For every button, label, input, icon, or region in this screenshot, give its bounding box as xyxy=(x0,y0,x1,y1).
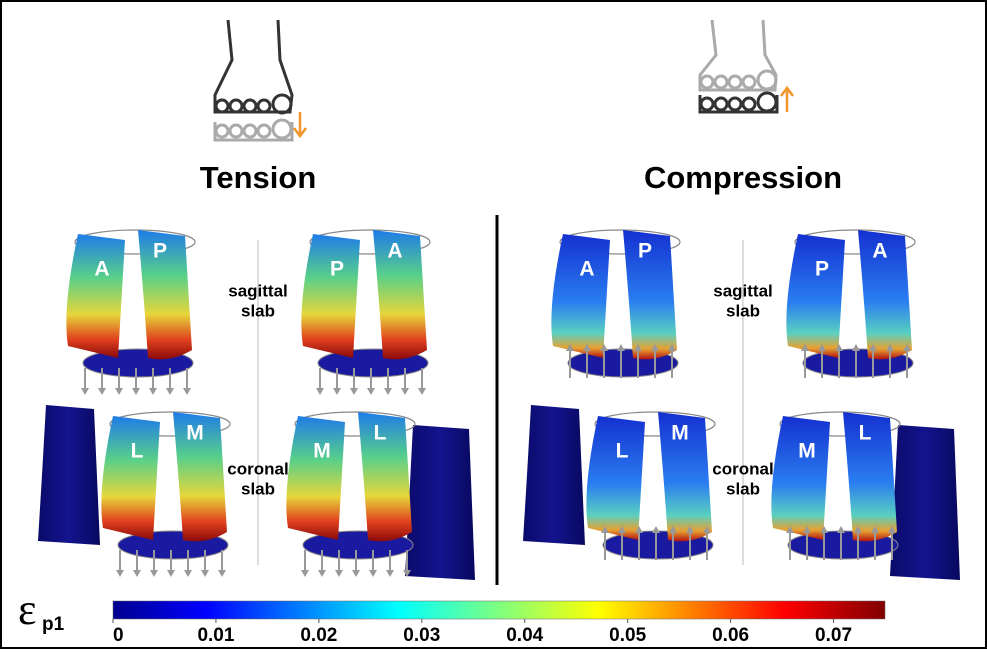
bone xyxy=(890,425,960,580)
slab-label: coronal xyxy=(227,459,288,478)
colorbar-tick-label: 0.02 xyxy=(300,625,337,646)
colorbar-tick-label: 0.07 xyxy=(815,625,852,646)
colorbar-tick-label: 0 xyxy=(113,625,124,646)
cartilage-band xyxy=(586,416,645,540)
region-label: L xyxy=(859,422,872,445)
bone xyxy=(523,405,585,545)
region-label: P xyxy=(815,258,829,281)
region-label: M xyxy=(798,440,816,463)
panel-title: Tension xyxy=(200,160,317,195)
region-label: A xyxy=(579,258,594,281)
region-label: L xyxy=(131,440,144,463)
region-label: P xyxy=(638,240,652,263)
colorbar-tick-label: 0.05 xyxy=(609,625,646,646)
region-label: M xyxy=(671,422,689,445)
cartilage-band xyxy=(301,234,360,358)
panel-title: Compression xyxy=(644,160,842,195)
bone xyxy=(405,425,475,580)
colorbar-symbol: ε xyxy=(18,585,36,634)
cartilage-band xyxy=(771,416,830,540)
slab-label: slab xyxy=(726,479,760,498)
region-label: A xyxy=(872,240,887,263)
colorbar-tick-label: 0.04 xyxy=(506,625,543,646)
colorbar-tick-label: 0.01 xyxy=(197,625,234,646)
cartilage-band xyxy=(101,416,160,540)
region-label: A xyxy=(94,258,109,281)
region-label: A xyxy=(387,240,402,263)
colorbar xyxy=(113,601,885,619)
colorbar-subscript: p1 xyxy=(42,614,65,635)
region-label: L xyxy=(374,422,387,445)
slab-label: coronal xyxy=(712,459,773,478)
slab-label: slab xyxy=(241,301,275,320)
region-label: L xyxy=(616,440,629,463)
cartilage-band xyxy=(66,234,125,358)
region-label: M xyxy=(313,440,331,463)
slab-label: sagittal xyxy=(713,281,773,300)
bone xyxy=(38,405,100,545)
colorbar-tick-label: 0.06 xyxy=(712,625,749,646)
slab-label: slab xyxy=(241,479,275,498)
region-label: P xyxy=(153,240,167,263)
colorbar-tick-label: 0.03 xyxy=(403,625,440,646)
figure: ε p1 TensionsagittalslabcoronalslabAPPAL… xyxy=(0,0,987,649)
region-label: P xyxy=(330,258,344,281)
cartilage-band xyxy=(286,416,345,540)
slab-label: slab xyxy=(726,301,760,320)
slab-label: sagittal xyxy=(228,281,288,300)
region-label: M xyxy=(186,422,204,445)
cartilage-band xyxy=(551,234,610,358)
cartilage-band xyxy=(786,234,845,358)
